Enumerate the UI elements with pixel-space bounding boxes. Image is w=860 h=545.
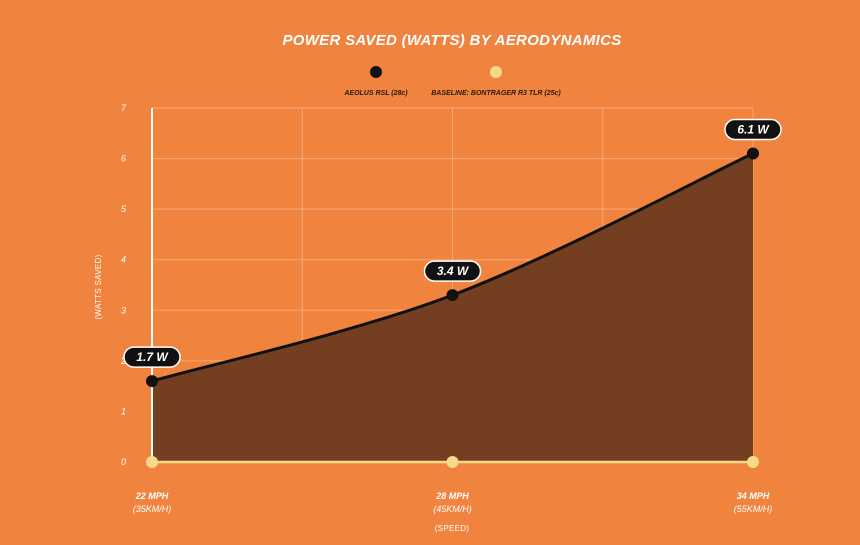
x-tick-label-0: 22 MPH [135,491,169,501]
data-label-1: 3.4 W [437,264,470,278]
point-baseline-2 [747,456,759,468]
legend-marker-baseline [490,66,502,78]
data-label-bg-1 [423,260,482,282]
data-label-bg-0 [123,346,181,368]
x-tick-label-1: 28 MPH [435,491,469,501]
x-tick-sublabel-1: (45KM/H) [433,504,472,514]
y-axis-title: (WATTS SAVED) [94,254,103,319]
y-axis-ticks: 0 1 2 3 4 5 6 7 [120,103,127,467]
point-baseline-0 [146,456,158,468]
y-tick-label-1: 1 [121,406,126,416]
x-axis-ticks: 22 MPH (35KM/H) 28 MPH (45KM/H) 34 MPH (55KM/… [133,491,773,514]
x-axis-title: (SPEED) [435,524,470,533]
chart-title: POWER SAVED (WATTS) BY AERODYNAMICS [282,32,621,49]
point-aeolus-2 [747,147,759,160]
x-tick-label-2: 34 MPH [737,491,770,501]
y-tick-label-2: 2 [120,356,126,366]
area-aeolus [152,153,753,462]
point-aeolus-1 [446,289,459,302]
data-label-0: 1.7 W [136,350,169,364]
point-baseline-1 [446,456,459,468]
y-tick-label-7: 7 [121,103,127,113]
x-tick-sublabel-2: (55KM/H) [734,504,773,514]
legend-marker-aeolus [370,66,382,78]
legend: AEOLUS RSL (28c) BASELINE: BONTRAGER R3 … [343,66,561,97]
legend-label-aeolus: AEOLUS RSL (28c) [343,90,408,97]
data-points: 1.7 W 3.4 W 6.1 W [123,118,782,468]
legend-label-baseline: BASELINE: BONTRAGER R3 TLR (25c) [431,90,561,97]
data-label-2: 6.1 W [737,123,770,137]
data-label-bg-2 [724,118,782,141]
y-tick-label-6: 6 [121,154,126,164]
x-tick-sublabel-0: (35KM/H) [133,504,172,514]
y-tick-label-5: 5 [121,204,127,214]
y-tick-label-0: 0 [121,457,126,467]
point-aeolus-0 [146,375,158,388]
y-tick-label-4: 4 [121,255,126,265]
y-tick-label-3: 3 [121,305,126,315]
